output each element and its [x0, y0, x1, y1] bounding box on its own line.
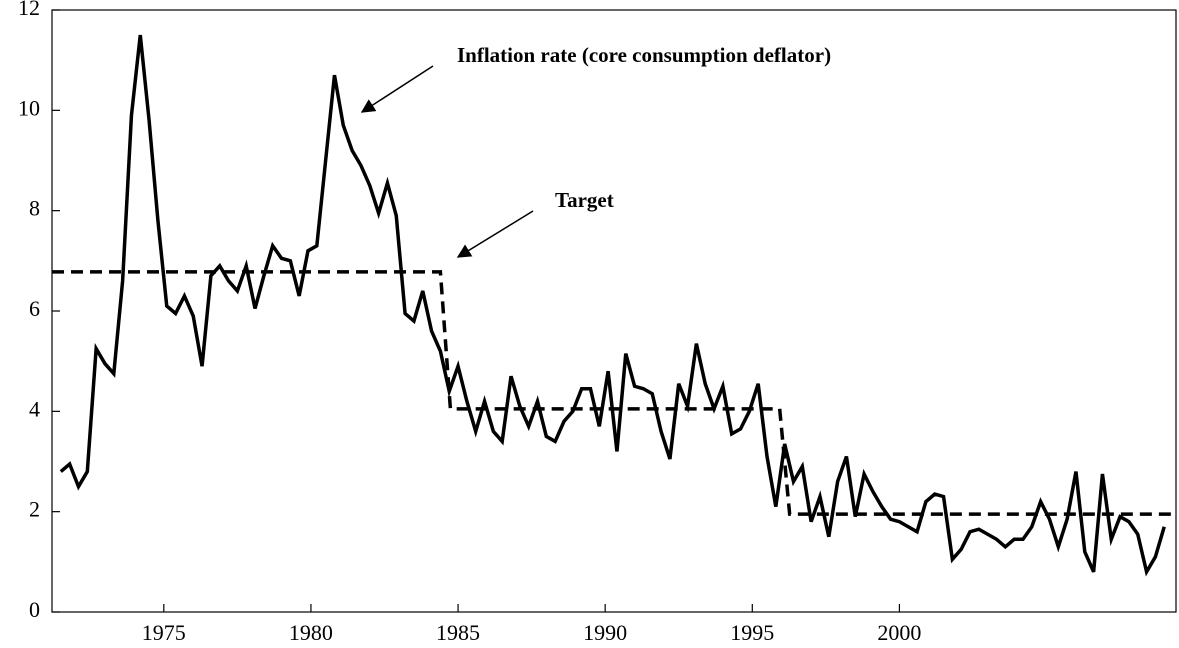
x-tick-label: 1985 — [436, 620, 480, 645]
y-tick-label: 2 — [29, 497, 40, 522]
y-tick-label: 0 — [29, 597, 40, 622]
x-tick-label: 2000 — [877, 620, 921, 645]
x-tick-label: 1990 — [583, 620, 627, 645]
annotation-arrow — [456, 210, 534, 258]
y-tick-label: 6 — [29, 296, 40, 321]
annotation-arrow — [360, 65, 434, 113]
series — [52, 34, 1176, 577]
target-line — [52, 270, 1176, 516]
y-tick-label: 12 — [18, 0, 40, 20]
y-tick-label: 8 — [29, 196, 40, 221]
data-line — [59, 34, 1166, 577]
annotations: Inflation rate (core consumption deflato… — [360, 43, 831, 258]
x-tick-label: 1980 — [289, 620, 333, 645]
x-tick-label: 1975 — [142, 620, 186, 645]
y-tick-label: 10 — [18, 95, 40, 120]
annotation: Inflation rate (core consumption deflato… — [457, 43, 831, 67]
plot-frame — [51, 9, 1177, 613]
x-tick-label: 1995 — [730, 620, 774, 645]
annotation: Target — [555, 188, 614, 212]
y-tick-label: 4 — [29, 396, 40, 421]
axes: 0 2 4 6 8 10 12 1975 1980 1985 1990 1995 2000 — [18, 0, 921, 645]
